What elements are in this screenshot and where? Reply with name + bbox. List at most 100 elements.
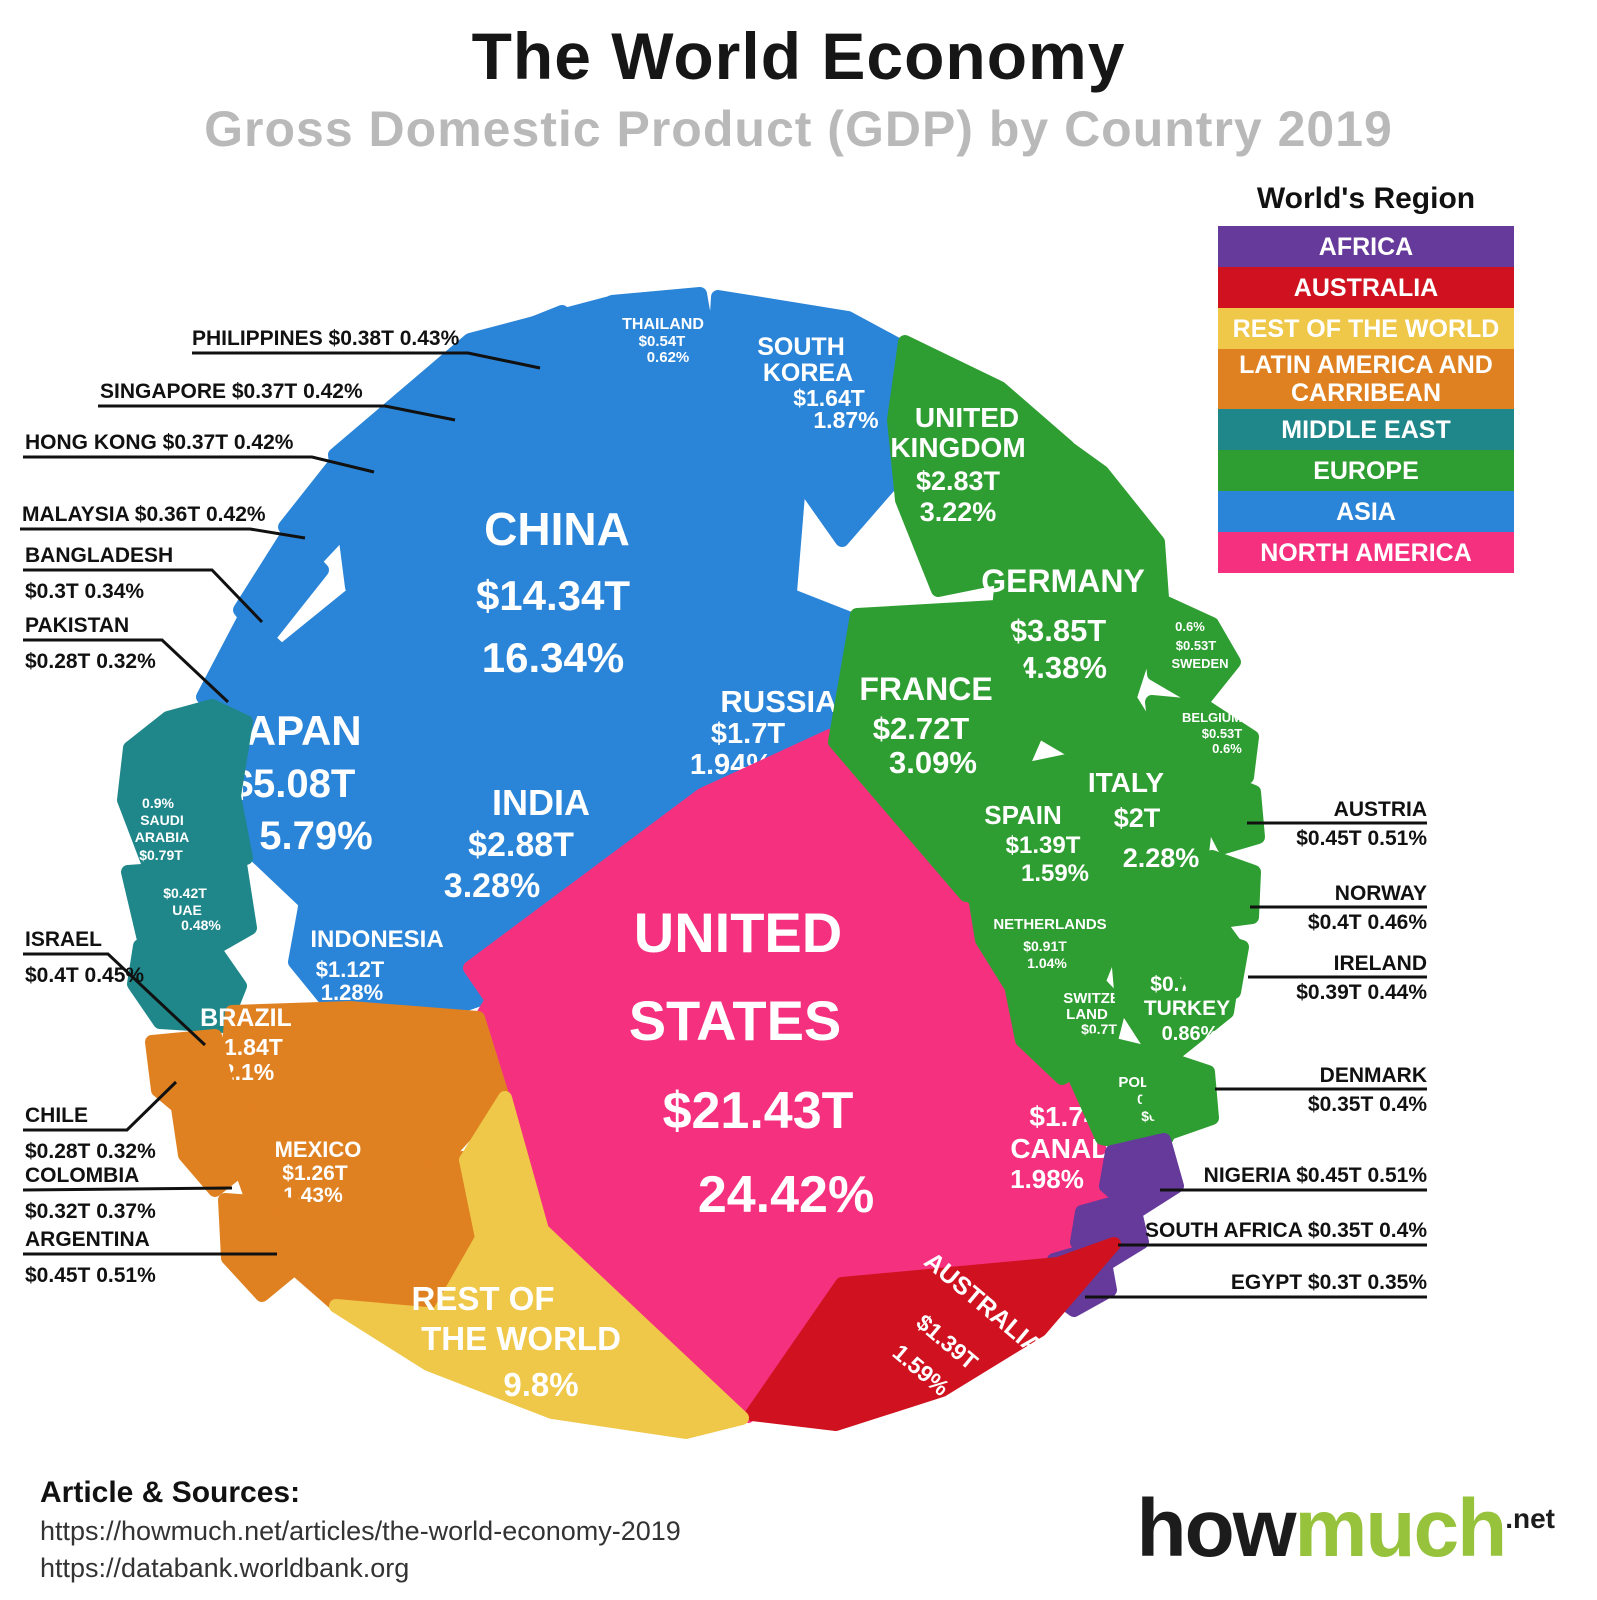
cell-label-china-1: $14.34T [476, 572, 630, 619]
legend-item-latam: LATIN AMERICA AND CARRIBEAN [1218, 349, 1514, 409]
cell-label-belgium-0: BELGIUM [1182, 710, 1242, 725]
cell-label-uae-0: $0.42T [163, 885, 207, 901]
callout-label-bangladesh-1: $0.3T 0.34% [25, 580, 144, 603]
cell-label-saudi-arabia-3: $0.79T [139, 847, 183, 863]
cell-philippines [485, 305, 589, 401]
cell-label-indonesia-0: INDONESIA [310, 926, 443, 953]
callout-israel: ISRAEL $0.4T 0.45% [23, 928, 207, 1047]
logo-much: much [1294, 1483, 1508, 1574]
cell-label-united-kingdom-0: UNITED [915, 402, 1019, 433]
cell-label-rest-of-the-world-1: THE WORLD [421, 1320, 621, 1357]
callout-norway: NORWAY $0.4T 0.46% [1250, 882, 1427, 934]
cell-label-united-states-0: UNITED [634, 901, 842, 964]
callout-label-israel-0: ISRAEL [25, 928, 102, 951]
callout-label-malaysia-0: MALAYSIA $0.36T 0.42% [22, 503, 266, 526]
callout-pointer-chile [23, 1080, 178, 1132]
cell-label-italy-2: 2.28% [1123, 843, 1200, 873]
callout-bangladesh: BANGLADESH $0.3T 0.34% [23, 544, 264, 624]
cell-shape-rest-of-the-world [329, 1091, 749, 1439]
callout-pointer-colombia [22, 1186, 233, 1192]
callout-label-pakistan-0: PAKISTAN [25, 614, 129, 637]
cell-label-france-1: $2.72T [873, 711, 970, 746]
cell-label-indonesia-1: $1.12T [316, 957, 385, 982]
callout-label-argentina-1: $0.45T 0.51% [25, 1264, 156, 1287]
cell-label-switzerland-1: LAND [1066, 1006, 1108, 1023]
callout-philippines: PHILIPPINES $0.38T 0.43% [192, 327, 541, 370]
cell-label-rest-of-the-world-2: 9.8% [503, 1366, 578, 1403]
cell-label-china-0: CHINA [484, 503, 630, 555]
callout-label-argentina-0: ARGENTINA [25, 1228, 150, 1251]
cell-shape-singapore [405, 340, 509, 449]
callout-label-israel-1: $0.4T 0.45% [25, 964, 144, 987]
callout-label-austria-1: $0.45T 0.51% [1296, 827, 1427, 850]
cell-label-south-korea-2: $1.64T [793, 385, 865, 411]
cell-label-japan-1: $5.08T [231, 762, 356, 806]
cell-label-mexico-0: MEXICO [275, 1137, 362, 1162]
cell-label-belgium-1: $0.53T [1202, 726, 1243, 741]
callout-label-ireland-1: $0.39T 0.44% [1296, 981, 1427, 1004]
cell-label-china-2: 16.34% [482, 634, 624, 681]
callout-label-austria-0: AUSTRIA [1334, 798, 1427, 821]
cell-label-united-states-2: $21.43T [663, 1082, 854, 1140]
cell-label-japan-2: 5.79% [259, 814, 372, 858]
callout-ireland: IRELAND $0.39T 0.44% [1248, 952, 1427, 1004]
source-url-1: https://howmuch.net/articles/the-world-e… [40, 1516, 681, 1546]
callout-south-africa: SOUTH AFRICA $0.35T 0.4% [1118, 1219, 1427, 1247]
cell-label-india-0: INDIA [492, 782, 590, 823]
cell-shape-philippines [485, 305, 589, 401]
cell-label-germany-1: $3.85T [1010, 613, 1107, 648]
cell-argentina [218, 1193, 309, 1302]
callout-label-colombia-0: COLOMBIA [25, 1164, 139, 1187]
source-url-2: https://databank.worldbank.org [40, 1553, 410, 1583]
cell-label-sweden-0: 0.6% [1175, 619, 1205, 634]
cell-shape-australia [745, 1237, 1121, 1431]
callout-label-colombia-1: $0.32T 0.37% [25, 1200, 156, 1223]
cell-label-france-0: FRANCE [859, 671, 992, 707]
cell-label-united-kingdom-2: $2.83T [916, 466, 1001, 496]
cell-shape-denmark [1141, 1051, 1219, 1139]
cell-label-south-korea-3: 1.87% [813, 407, 878, 433]
cell-label-india-1: $2.88T [468, 826, 574, 864]
callout-singapore: SINGAPORE $0.37T 0.42% [98, 380, 456, 422]
cell-denmark [1141, 1051, 1219, 1139]
cell-label-spain-0: SPAIN [984, 800, 1062, 830]
cell-label-russia-0: RUSSIA [720, 684, 837, 719]
cell-label-italy-1: $2T [1114, 803, 1161, 833]
cell-sweden: 0.6% $0.53T SWEDEN [1143, 595, 1241, 709]
cell-label-uae-1: UAE [172, 902, 202, 918]
callout-label-norway-1: $0.4T 0.46% [1308, 911, 1427, 934]
cell-shape-colombia [171, 1093, 262, 1197]
cell-italy: ITALY $2T 2.28% [1035, 695, 1217, 913]
cell-label-russia-1: $1.7T [711, 718, 785, 750]
callout-label-egypt-0: EGYPT $0.3T 0.35% [1231, 1271, 1427, 1294]
legend-item-na: NORTH AMERICA [1218, 532, 1514, 573]
legend-item-africa: AFRICA [1218, 226, 1514, 267]
callout-colombia: COLOMBIA $0.32T 0.37% [22, 1164, 233, 1223]
cell-shape-saudi-arabia [117, 699, 253, 875]
callout-nigeria: NIGERIA $0.45T 0.51% [1160, 1164, 1428, 1192]
callout-pointer-bangladesh [23, 568, 264, 624]
cell-label-brazil-0: BRAZIL [200, 1004, 292, 1032]
cell-austria [1199, 770, 1265, 854]
cell-label-thailand-1: $0.54T [639, 333, 686, 350]
legend-item-me: MIDDLE EAST [1218, 409, 1514, 450]
callout-hong-kong: HONG KONG $0.37T 0.42% [23, 431, 375, 474]
legend-item-row: REST OF THE WORLD [1218, 308, 1514, 349]
callout-pointer-malaysia [20, 527, 306, 540]
cell-shape-ireland [1174, 925, 1249, 1001]
region-legend: World's Region AFRICA AUSTRALIA REST OF TH… [1218, 182, 1514, 573]
callout-pointer-hong-kong [23, 455, 375, 474]
legend-item-aus: AUSTRALIA [1218, 267, 1514, 308]
callout-pointer-pakistan [23, 638, 230, 704]
logo-how: how [1136, 1483, 1297, 1574]
callout-label-nigeria-0: NIGERIA $0.45T 0.51% [1204, 1164, 1428, 1187]
callout-malaysia: MALAYSIA $0.36T 0.42% [20, 503, 306, 540]
cell-ireland [1174, 925, 1249, 1001]
